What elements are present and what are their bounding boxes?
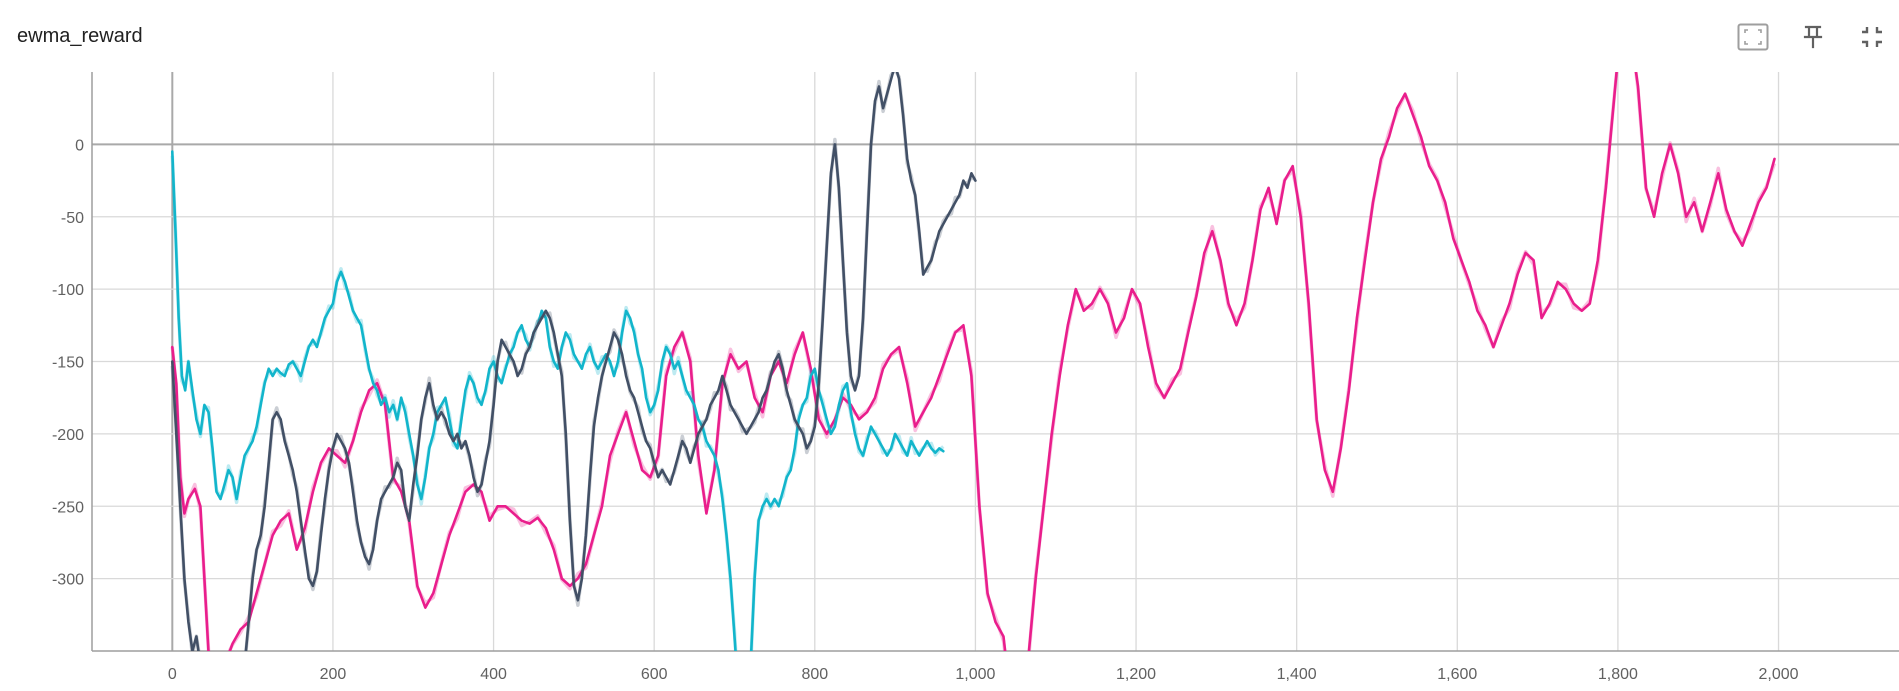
exit-fullscreen-button[interactable] bbox=[1855, 22, 1889, 52]
series-line bbox=[171, 150, 945, 651]
series-raw-line bbox=[170, 72, 977, 651]
y-tick-label: -200 bbox=[52, 427, 84, 444]
x-tick-label: 2,000 bbox=[1759, 666, 1799, 683]
y-tick-label: -50 bbox=[61, 210, 84, 227]
pin-button[interactable] bbox=[1796, 22, 1830, 52]
chart-title: ewma_reward bbox=[17, 25, 143, 47]
x-tick-label: 200 bbox=[320, 666, 347, 683]
series-raw-line bbox=[170, 72, 1777, 651]
x-tick-label: 1,600 bbox=[1437, 666, 1477, 683]
x-tick-label: 1,800 bbox=[1598, 666, 1638, 683]
x-tick-label: 600 bbox=[641, 666, 668, 683]
y-tick-label: -150 bbox=[52, 355, 84, 372]
x-tick-label: 400 bbox=[480, 666, 507, 683]
x-tick-label: 1,000 bbox=[955, 666, 995, 683]
x-tick-label: 1,400 bbox=[1277, 666, 1317, 683]
fit-domain-icon bbox=[1737, 23, 1769, 51]
series-line bbox=[171, 72, 977, 651]
y-tick-label: -100 bbox=[52, 282, 84, 299]
fit-domain-button[interactable] bbox=[1736, 22, 1770, 52]
card-header: ewma_reward bbox=[0, 0, 1899, 72]
pin-icon bbox=[1803, 25, 1823, 49]
x-tick-label: 800 bbox=[801, 666, 828, 683]
y-tick-label: 0 bbox=[75, 137, 84, 154]
x-tick-label: 1,200 bbox=[1116, 666, 1156, 683]
exit-fullscreen-icon bbox=[1862, 27, 1882, 47]
series-line bbox=[171, 72, 1776, 651]
tick-label-layer: 0 200 400 600 800 1,000 1,200 1,400 1,600 1,800 2,… bbox=[52, 137, 1799, 683]
y-tick-label: -250 bbox=[52, 499, 84, 516]
series-layer bbox=[170, 72, 1777, 651]
x-tick-label: 0 bbox=[168, 666, 177, 683]
axis-layer bbox=[91, 72, 1899, 652]
y-tick-label: -300 bbox=[52, 572, 84, 589]
grid-layer bbox=[92, 72, 1899, 651]
